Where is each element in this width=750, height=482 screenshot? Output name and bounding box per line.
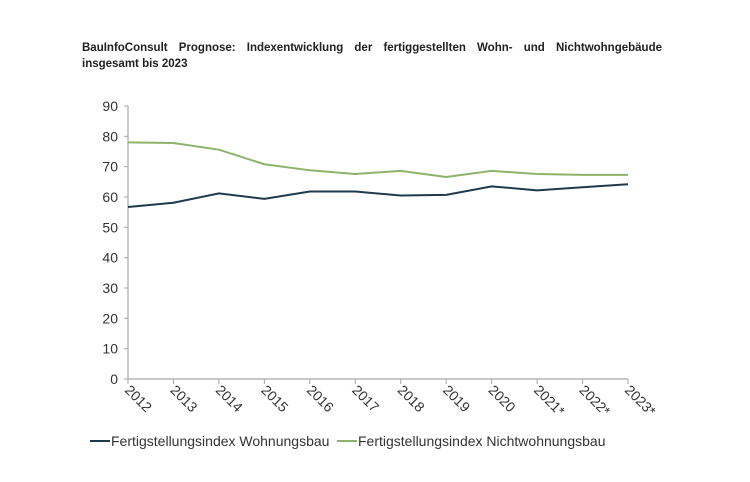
y-tick-label: 90 (102, 98, 118, 114)
x-tick-label: 2023* (622, 382, 660, 420)
x-tick-label: 2015 (258, 382, 291, 415)
x-tick-label: 2016 (304, 382, 337, 415)
legend-label: Fertigstellungsindex Wohnungsbau (111, 433, 329, 449)
x-tick-label: 2013 (167, 382, 200, 415)
x-tick-label: 2022* (576, 382, 614, 420)
y-tick-label: 20 (102, 310, 118, 326)
x-tick-label: 2017 (349, 382, 382, 415)
series-line-wohnungsbau (127, 183, 629, 209)
x-tick-label: 2019 (440, 382, 473, 415)
y-tick-label: 70 (102, 159, 118, 175)
x-tick-label: 2018 (395, 382, 428, 415)
x-tick-label: 2014 (213, 382, 246, 415)
x-tick-label: 2021* (531, 382, 569, 420)
y-tick-label: 60 (102, 189, 118, 205)
chart-title: BauInfoConsult Prognose: Indexentwicklun… (82, 42, 662, 70)
y-tick-label: 10 (102, 341, 118, 357)
y-tick-label: 80 (102, 128, 118, 144)
series-line-nichtwohnungsbau (127, 141, 628, 178)
y-tick-label: 50 (102, 219, 118, 235)
legend-label: Fertigstellungsindex Nichtwohnungsbau (358, 433, 605, 449)
y-tick-label: 30 (102, 280, 118, 296)
x-tick-label: 2012 (122, 382, 155, 415)
y-tick-label: 0 (110, 371, 118, 387)
x-tick-label: 2020 (486, 382, 519, 415)
y-tick-label: 40 (102, 250, 118, 266)
